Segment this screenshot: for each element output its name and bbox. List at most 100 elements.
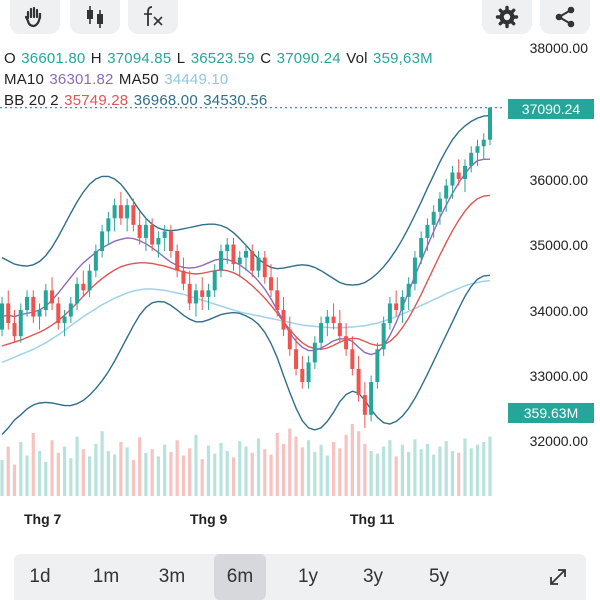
volume-bar [138,437,142,496]
candle-body [325,316,330,324]
price-tick-38000: 38000.00 [529,40,588,56]
volume-bar [156,456,161,496]
candle-body [381,323,386,350]
volume-bar [413,439,417,496]
volume-bar [457,452,461,496]
candle-body [175,251,180,271]
candle-body [488,107,492,140]
share-button[interactable] [540,0,590,34]
volume-bar [37,451,42,496]
volume-bar [194,434,198,496]
volume-bar [0,460,4,496]
volume-bar [344,434,348,496]
candle-body [162,231,167,238]
volume-bar [75,436,79,496]
range-3m-button[interactable]: 3m [158,566,186,587]
volume-bar [181,455,186,496]
candle-body [225,244,230,252]
candle-body [62,316,67,324]
volume-bar [325,455,329,496]
candle-body [237,257,242,265]
candle-body [18,310,23,337]
candle-body [306,362,311,383]
hand-tool-button[interactable] [10,0,60,34]
volume-bar [319,444,323,496]
range-selector: 1d 1m 3m 6m 1y 3y 5y [14,554,586,600]
share-icon [555,6,575,28]
volume-bar [407,451,411,496]
candle-body [87,270,92,291]
candle-body [269,277,274,291]
candle-body [281,310,286,330]
settings-button[interactable] [482,0,532,34]
volume-bar [200,459,204,496]
candle-body [156,237,161,245]
range-3y-button[interactable]: 3y [362,566,384,587]
candle-body [0,303,4,330]
volume-bar [438,446,442,496]
fullscreen-button[interactable] [538,554,578,600]
volume-bar [425,443,430,496]
candle-body [362,395,367,415]
chart-type-button[interactable] [70,0,120,34]
candle-body [400,296,405,310]
low-label: L [176,50,186,67]
volume-bar [275,433,279,496]
close-value: 37090.24 [276,50,341,67]
range-1d-button[interactable]: 1d [29,566,51,587]
candle-body [31,296,36,317]
candle-body [350,349,355,369]
candle-body [193,290,198,304]
candle-body [369,382,374,415]
volume-bar [87,456,92,496]
volume-bar [113,454,117,496]
price-tick-33000: 33000.00 [529,368,588,384]
candle-body [262,257,267,278]
volume-bar [163,444,167,496]
range-1y-button[interactable]: 1y [297,566,319,587]
candle-body [137,224,142,238]
candle-body [168,231,173,252]
bb-lower-value: 34530.56 [203,92,268,109]
range-5y-button[interactable]: 5y [428,566,450,587]
volume-bar [463,438,467,496]
candle-body [100,231,105,252]
volume-bar [25,455,29,496]
volume-bar [94,443,98,496]
close-label: C [260,50,272,67]
candle-body [450,172,455,186]
candle-body [181,270,186,284]
volume-bar [188,448,192,496]
volume-bar [131,460,135,496]
volume-value: 359,63M [373,50,433,67]
candle-body [68,303,73,317]
high-label: H [90,50,102,67]
volume-bar [313,451,317,496]
volume-bar [12,464,17,496]
bb-mid-value: 35749.28 [64,92,129,109]
candle-body [437,198,442,212]
indicators-button[interactable] [128,0,178,34]
range-6m-button[interactable]: 6m [214,554,266,600]
volume-bar [44,461,48,496]
candle-body [43,290,48,310]
volume-bar [357,431,361,496]
candle-body [12,323,17,337]
volume-bar [288,428,292,496]
candle-body [394,303,399,310]
candle-body [312,342,317,363]
volume-bar [31,433,35,496]
ma50-value: 34449.10 [164,71,229,88]
candle-body [125,205,130,219]
volume-bar [69,458,73,496]
volume-bar [388,440,392,496]
volume-bar [338,448,342,496]
volume-bar [419,449,423,496]
low-value: 36523.59 [190,50,255,67]
hand-pointer-icon [24,6,42,28]
expand-icon [550,569,566,585]
candle-body [6,303,11,324]
bb-lower-line [1,274,491,435]
range-1m-button[interactable]: 1m [92,566,120,587]
